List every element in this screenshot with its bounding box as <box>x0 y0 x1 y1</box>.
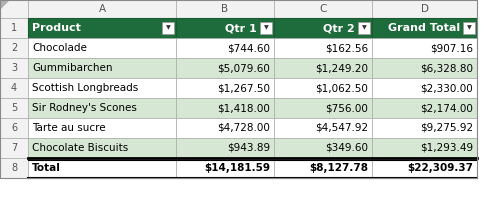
Text: $943.89: $943.89 <box>227 143 270 153</box>
Text: 7: 7 <box>11 143 17 153</box>
Bar <box>372 158 477 178</box>
Bar <box>372 78 477 98</box>
Text: 2: 2 <box>11 43 17 53</box>
Bar <box>28 98 176 118</box>
Text: ▼: ▼ <box>263 26 268 30</box>
Text: $2,174.00: $2,174.00 <box>420 103 473 113</box>
Bar <box>0 78 28 98</box>
Text: $6,328.80: $6,328.80 <box>420 63 473 73</box>
Text: Grand Total: Grand Total <box>388 23 460 33</box>
Bar <box>372 118 477 138</box>
Bar <box>0 0 477 178</box>
Bar <box>0 58 28 78</box>
Bar <box>372 58 477 78</box>
Bar <box>176 38 274 58</box>
Text: A: A <box>98 4 106 14</box>
Text: $744.60: $744.60 <box>227 43 270 53</box>
Text: $1,249.20: $1,249.20 <box>315 63 368 73</box>
Text: Total: Total <box>32 163 61 173</box>
Bar <box>274 18 372 38</box>
Bar <box>0 98 28 118</box>
Bar <box>372 138 477 158</box>
Text: $2,330.00: $2,330.00 <box>420 83 473 93</box>
Text: $8,127.78: $8,127.78 <box>309 163 368 173</box>
Text: ▼: ▼ <box>467 26 471 30</box>
Bar <box>260 22 272 34</box>
Bar <box>28 158 176 178</box>
Bar <box>358 22 370 34</box>
Text: 6: 6 <box>11 123 17 133</box>
Text: Tarte au sucre: Tarte au sucre <box>32 123 106 133</box>
Text: Sir Rodney's Scones: Sir Rodney's Scones <box>32 103 137 113</box>
Bar <box>176 78 274 98</box>
Bar <box>0 138 28 158</box>
Text: $1,062.50: $1,062.50 <box>315 83 368 93</box>
Text: Scottish Longbreads: Scottish Longbreads <box>32 83 138 93</box>
Bar <box>176 58 274 78</box>
Text: $9,275.92: $9,275.92 <box>420 123 473 133</box>
Text: $5,079.60: $5,079.60 <box>217 63 270 73</box>
Bar <box>0 158 28 178</box>
Text: $756.00: $756.00 <box>325 103 368 113</box>
Text: $1,267.50: $1,267.50 <box>217 83 270 93</box>
Text: Qtr 2: Qtr 2 <box>323 23 355 33</box>
Text: $349.60: $349.60 <box>325 143 368 153</box>
Bar <box>372 0 477 18</box>
Text: B: B <box>222 4 228 14</box>
Text: C: C <box>319 4 327 14</box>
Bar <box>274 0 372 18</box>
Bar <box>28 118 176 138</box>
Bar <box>372 18 477 38</box>
Polygon shape <box>0 0 10 10</box>
Text: $1,293.49: $1,293.49 <box>420 143 473 153</box>
Bar <box>176 0 274 18</box>
Bar <box>274 78 372 98</box>
Text: $4,547.92: $4,547.92 <box>315 123 368 133</box>
Bar <box>372 98 477 118</box>
Bar <box>176 158 274 178</box>
Bar <box>28 38 176 58</box>
Text: 4: 4 <box>11 83 17 93</box>
Bar <box>0 0 28 18</box>
Text: 5: 5 <box>11 103 17 113</box>
Bar <box>162 22 174 34</box>
Bar <box>28 58 176 78</box>
Bar <box>176 18 274 38</box>
Bar <box>274 58 372 78</box>
Bar <box>28 18 176 38</box>
Text: 1: 1 <box>11 23 17 33</box>
Bar <box>0 118 28 138</box>
Text: ▼: ▼ <box>362 26 366 30</box>
Bar <box>274 118 372 138</box>
Text: $162.56: $162.56 <box>325 43 368 53</box>
Text: Product: Product <box>32 23 81 33</box>
Text: ▼: ▼ <box>166 26 170 30</box>
Bar <box>372 38 477 58</box>
Bar <box>274 158 372 178</box>
Text: $22,309.37: $22,309.37 <box>407 163 473 173</box>
Text: $1,418.00: $1,418.00 <box>217 103 270 113</box>
Text: 3: 3 <box>11 63 17 73</box>
Bar <box>28 78 176 98</box>
Bar <box>274 38 372 58</box>
Text: $907.16: $907.16 <box>430 43 473 53</box>
Bar <box>0 18 28 38</box>
Text: $4,728.00: $4,728.00 <box>217 123 270 133</box>
Bar <box>176 98 274 118</box>
Bar <box>463 22 475 34</box>
Bar <box>28 138 176 158</box>
Text: 8: 8 <box>11 163 17 173</box>
Bar <box>0 38 28 58</box>
Text: Chocolade: Chocolade <box>32 43 87 53</box>
Text: $14,181.59: $14,181.59 <box>204 163 270 173</box>
Text: D: D <box>420 4 429 14</box>
Bar <box>176 118 274 138</box>
Text: Qtr 1: Qtr 1 <box>225 23 257 33</box>
Text: Chocolate Biscuits: Chocolate Biscuits <box>32 143 128 153</box>
Bar <box>274 138 372 158</box>
Bar <box>176 138 274 158</box>
Bar <box>274 98 372 118</box>
Bar <box>28 0 176 18</box>
Text: Gummibarchen: Gummibarchen <box>32 63 112 73</box>
